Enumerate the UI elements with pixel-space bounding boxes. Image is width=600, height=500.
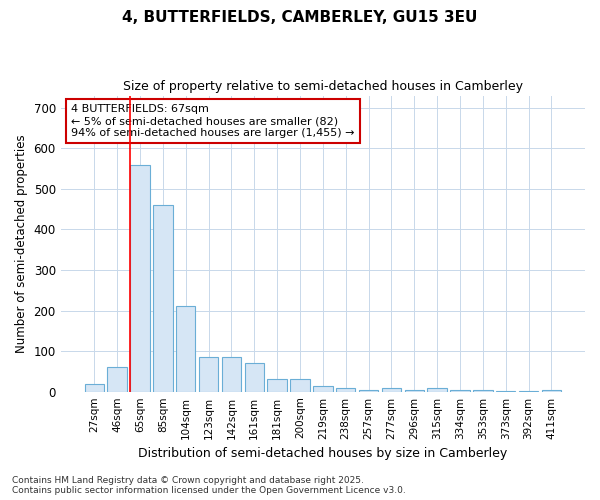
Y-axis label: Number of semi-detached properties: Number of semi-detached properties — [15, 134, 28, 353]
Bar — [359, 390, 378, 392]
X-axis label: Distribution of semi-detached houses by size in Camberley: Distribution of semi-detached houses by … — [138, 447, 508, 460]
Bar — [404, 390, 424, 392]
Bar — [245, 364, 264, 392]
Bar — [107, 368, 127, 392]
Bar — [450, 390, 470, 392]
Bar — [542, 390, 561, 392]
Bar — [199, 357, 218, 392]
Bar — [336, 388, 355, 392]
Bar — [85, 384, 104, 392]
Bar — [382, 388, 401, 392]
Text: Contains HM Land Registry data © Crown copyright and database right 2025.
Contai: Contains HM Land Registry data © Crown c… — [12, 476, 406, 495]
Bar — [496, 391, 515, 392]
Bar — [519, 391, 538, 392]
Bar — [313, 386, 332, 392]
Bar — [427, 388, 447, 392]
Bar — [221, 357, 241, 392]
Bar — [176, 306, 196, 392]
Bar — [130, 164, 149, 392]
Text: 4 BUTTERFIELDS: 67sqm
← 5% of semi-detached houses are smaller (82)
94% of semi-: 4 BUTTERFIELDS: 67sqm ← 5% of semi-detac… — [71, 104, 355, 138]
Title: Size of property relative to semi-detached houses in Camberley: Size of property relative to semi-detach… — [123, 80, 523, 93]
Bar — [268, 378, 287, 392]
Text: 4, BUTTERFIELDS, CAMBERLEY, GU15 3EU: 4, BUTTERFIELDS, CAMBERLEY, GU15 3EU — [122, 10, 478, 25]
Bar — [473, 390, 493, 392]
Bar — [290, 378, 310, 392]
Bar — [153, 205, 173, 392]
